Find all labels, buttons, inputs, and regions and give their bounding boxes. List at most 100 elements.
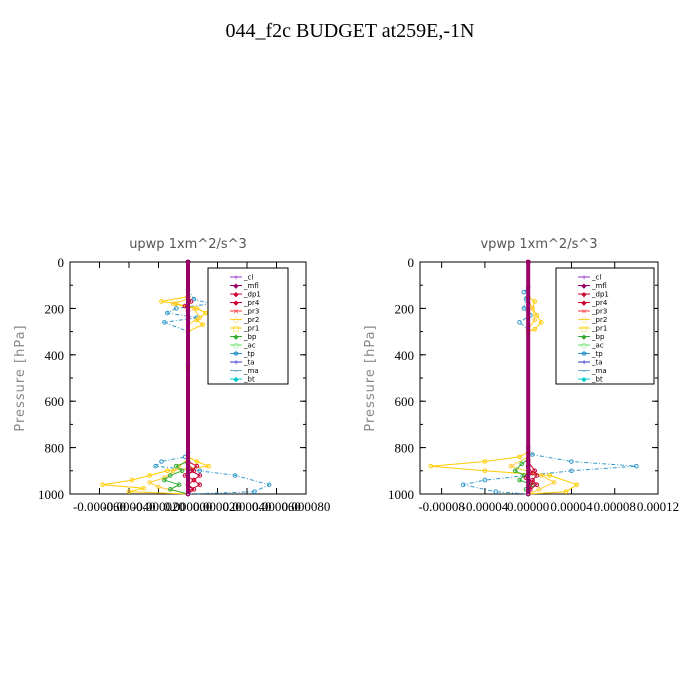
legend-label: _ma: [243, 367, 259, 375]
base-marker: [186, 356, 190, 361]
base-marker: [186, 260, 190, 264]
data-point-pr2: [538, 473, 544, 478]
data-point-pr1: [206, 463, 211, 469]
base-marker: [526, 278, 531, 283]
legend-label: _pr2: [591, 316, 607, 324]
series-line-bp: [163, 262, 189, 495]
data-point-pr1: [200, 322, 206, 327]
y-tick-label: 200: [45, 301, 65, 316]
base-marker: [186, 363, 190, 368]
base-marker: [186, 371, 190, 376]
legend-marker: ○: [581, 342, 587, 350]
data-point-tp: [266, 482, 272, 488]
series-line-pr4: [184, 262, 201, 495]
data-point-pr1: [517, 454, 522, 460]
base-marker: [186, 337, 190, 342]
base-marker: [526, 330, 531, 335]
base-marker: [526, 375, 531, 380]
base-marker: [526, 464, 531, 469]
legend-marker: ○: [233, 342, 239, 350]
data-point-pr2: [197, 315, 203, 320]
base-marker: [526, 482, 531, 487]
base-marker: [186, 267, 190, 272]
legend-label: _bt: [243, 376, 255, 384]
x-tick-label: 0.000000: [164, 499, 213, 514]
data-point-pr2: [551, 480, 557, 485]
base-marker: [526, 341, 531, 346]
base-marker: [186, 308, 190, 313]
legend-label: _bp: [591, 333, 605, 341]
data-point-tp: [191, 296, 197, 302]
y-tick-label: 800: [45, 441, 65, 456]
x-tick-label: -0.00004: [462, 499, 509, 514]
base-marker: [526, 401, 531, 406]
base-marker: [526, 263, 531, 268]
data-point-pr1: [482, 468, 488, 474]
base-marker: [526, 326, 531, 331]
data-point-tp: [530, 452, 535, 457]
data-point-tp: [569, 459, 574, 464]
data-point-pr4: [534, 473, 540, 478]
legend-label: _dp1: [591, 291, 609, 299]
base-marker: [526, 412, 531, 417]
base-marker: [186, 475, 190, 480]
y-tick-label: 1000: [38, 487, 64, 502]
data-point-tp: [569, 468, 574, 474]
legend-label: _mfl: [591, 282, 607, 290]
legend-label: _bp: [243, 333, 257, 341]
data-point-pr1: [482, 459, 488, 464]
x-tick-label: 0.000040: [223, 499, 272, 514]
data-point-dp1: [191, 487, 197, 492]
base-marker: [526, 453, 531, 458]
legend-marker: ◆: [581, 282, 587, 290]
page-title: 044_f2c BUDGET at259E,-1N: [225, 20, 475, 42]
data-point-bp: [173, 463, 179, 469]
chart-panel-upwp: upwp 1xm^2/s^3 Pressure [hPa] 0 200 400 600 80…: [13, 237, 330, 514]
legend-marker: +: [233, 359, 239, 367]
base-marker: [526, 371, 531, 376]
series-line-tp: [463, 262, 637, 495]
legend-label: _pr4: [591, 299, 608, 307]
base-marker: [186, 404, 190, 409]
base-marker: [526, 334, 531, 339]
data-point-tp: [252, 489, 257, 494]
data-point-pr2: [147, 480, 152, 485]
base-marker: [526, 297, 531, 302]
base-marker: [526, 404, 531, 409]
legend-marker: ×: [233, 308, 239, 316]
base-marker: [526, 289, 531, 294]
base-marker: [186, 471, 190, 476]
data-point-tp: [634, 463, 639, 469]
data-point-dp1: [191, 468, 197, 474]
base-marker: [526, 271, 531, 276]
base-marker: [526, 438, 531, 443]
data-point-tp: [493, 489, 499, 494]
base-marker: [186, 285, 190, 290]
base-marker: [526, 479, 531, 484]
legend-marker: ◆: [581, 376, 587, 384]
data-point-dp1: [191, 477, 197, 483]
data-point-pr1: [100, 482, 105, 488]
x-tick-label: -0.00008: [418, 499, 465, 514]
base-marker: [526, 363, 531, 368]
base-marker: [526, 467, 531, 472]
base-marker: [526, 382, 531, 387]
legend-label: _dp1: [243, 291, 261, 299]
legend-marker: ×: [581, 308, 587, 316]
base-marker: [186, 423, 190, 428]
base-marker: [186, 393, 190, 398]
legend-label: _pr1: [243, 325, 259, 333]
legend-marker: ◆: [233, 299, 239, 307]
chart-panel-vpwp: vpwp 1xm^2/s^3 Pressure [hPa] 0 200 400 600 80…: [363, 237, 679, 514]
data-point-dp1: [530, 470, 535, 476]
base-marker: [186, 482, 190, 487]
x-tick-label: 0.00004: [550, 499, 593, 514]
legend-marker: ◆: [581, 299, 587, 307]
chart-title: upwp 1xm^2/s^3: [129, 237, 247, 252]
base-marker: [526, 304, 531, 309]
data-point-tp: [153, 463, 158, 469]
base-marker: [186, 289, 190, 294]
base-marker: [526, 293, 531, 298]
data-point-pr2: [156, 484, 161, 490]
base-marker: [526, 308, 531, 313]
